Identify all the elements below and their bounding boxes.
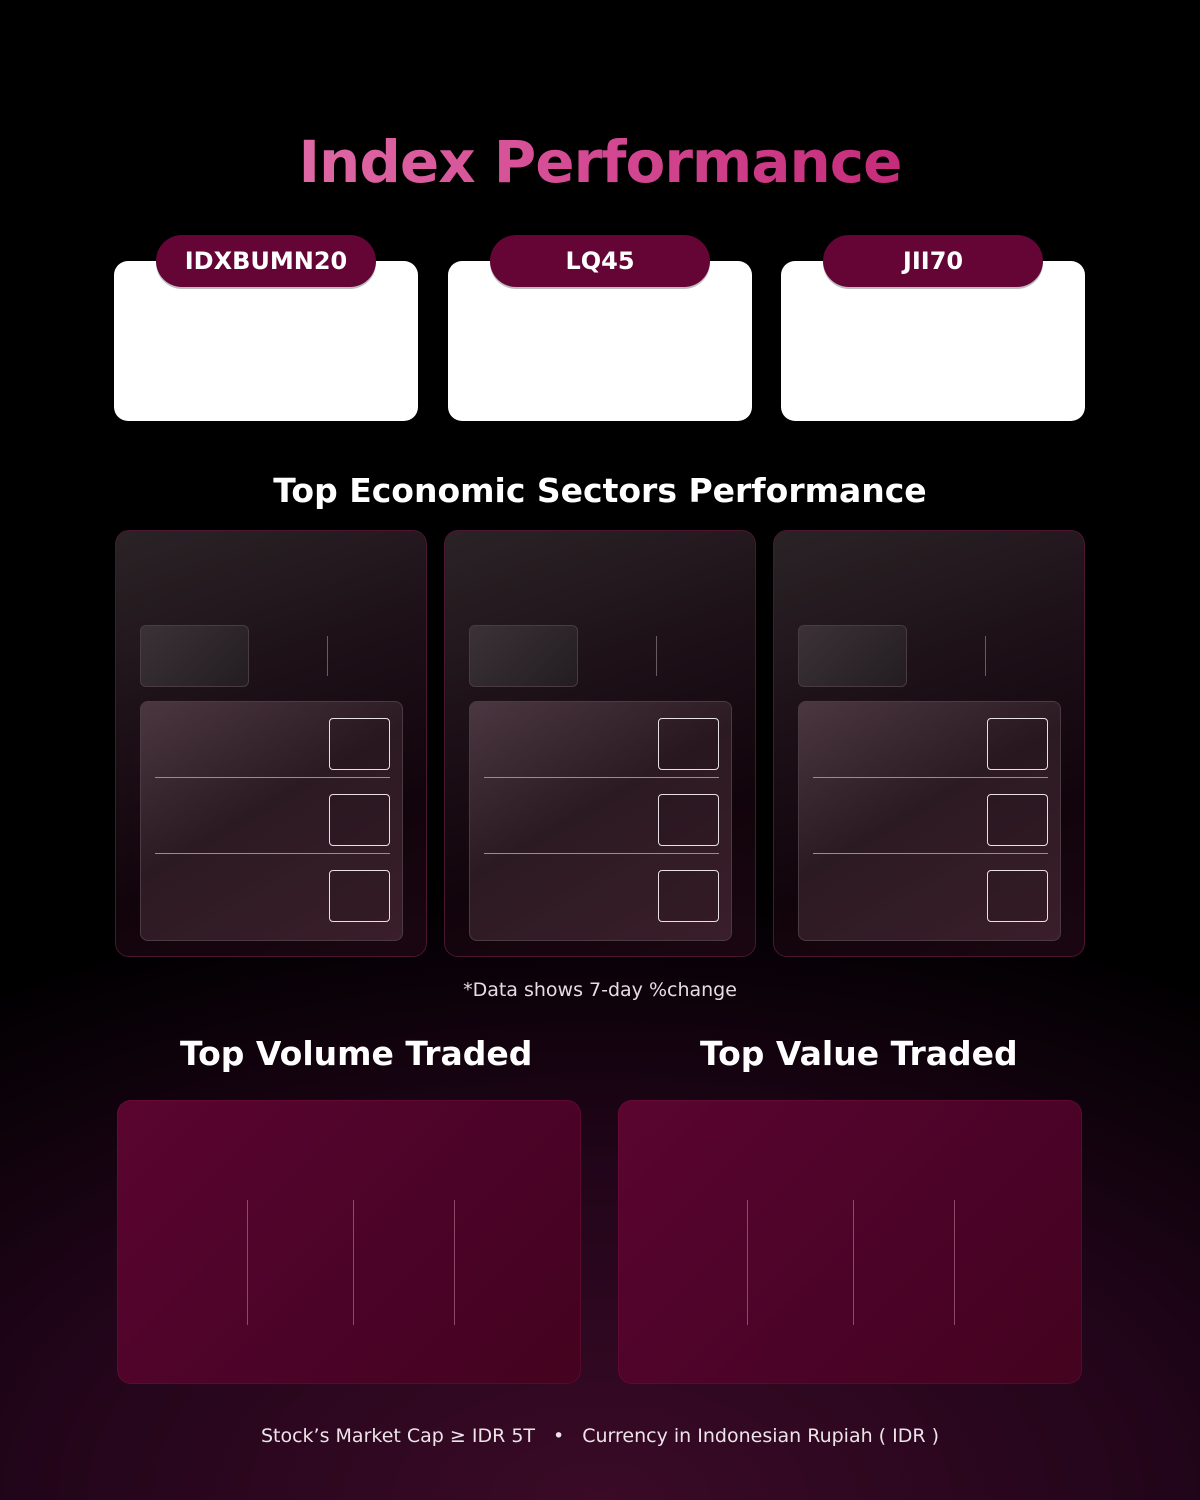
sector-value-box [987,870,1048,922]
sector-list [469,701,732,941]
sector-divider [327,636,328,676]
sector-row [484,778,719,854]
sector-value-box [658,870,719,922]
sectors-footnote: *Data shows 7-day %change [463,979,737,1001]
sector-list [140,701,403,941]
sector-divider [985,636,986,676]
index-label-jii70: JII70 [823,235,1043,287]
top-value-card [618,1100,1082,1384]
sector-value-box [329,718,390,770]
sector-row [484,854,719,930]
sector-row [813,778,1048,854]
sector-divider [656,636,657,676]
sector-tag [140,625,249,687]
index-label-lq45: LQ45 [490,235,710,287]
sector-list [798,701,1061,941]
top-volume-title: Top Volume Traded [180,1034,533,1073]
sector-row [155,854,390,930]
currency-note: Currency in Indonesian Rupiah ( IDR ) [582,1425,940,1447]
index-card-jii70 [781,261,1085,421]
index-card-lq45 [448,261,752,421]
sector-value-box [987,794,1048,846]
column-divider [747,1200,748,1325]
sector-value-box [987,718,1048,770]
sector-tag [469,625,578,687]
sectors-section-title: Top Economic Sectors Performance [273,471,927,510]
market-cap-note: Stock’s Market Cap ≥ IDR 5T [260,1425,536,1447]
index-card-idxbumn20 [114,261,418,421]
footer-note: Stock’s Market Cap ≥ IDR 5T • Currency in … [0,1425,1200,1447]
top-value-title: Top Value Traded [700,1034,1018,1073]
index-label-idxbumn20: IDXBUMN20 [156,235,376,287]
column-divider [247,1200,248,1325]
sector-value-box [329,870,390,922]
column-divider [454,1200,455,1325]
sector-card [444,530,756,957]
sector-row [484,702,719,778]
sector-value-box [658,794,719,846]
top-volume-card [117,1100,581,1384]
sector-row [813,854,1048,930]
sector-row [155,778,390,854]
sector-tag [798,625,907,687]
page-title: Index Performance [0,128,1200,196]
column-divider [353,1200,354,1325]
column-divider [954,1200,955,1325]
sector-value-box [658,718,719,770]
column-divider [853,1200,854,1325]
sector-value-box [329,794,390,846]
sector-row [155,702,390,778]
sector-row [813,702,1048,778]
separator-dot: • [553,1425,565,1447]
sector-card [115,530,427,957]
sector-card [773,530,1085,957]
